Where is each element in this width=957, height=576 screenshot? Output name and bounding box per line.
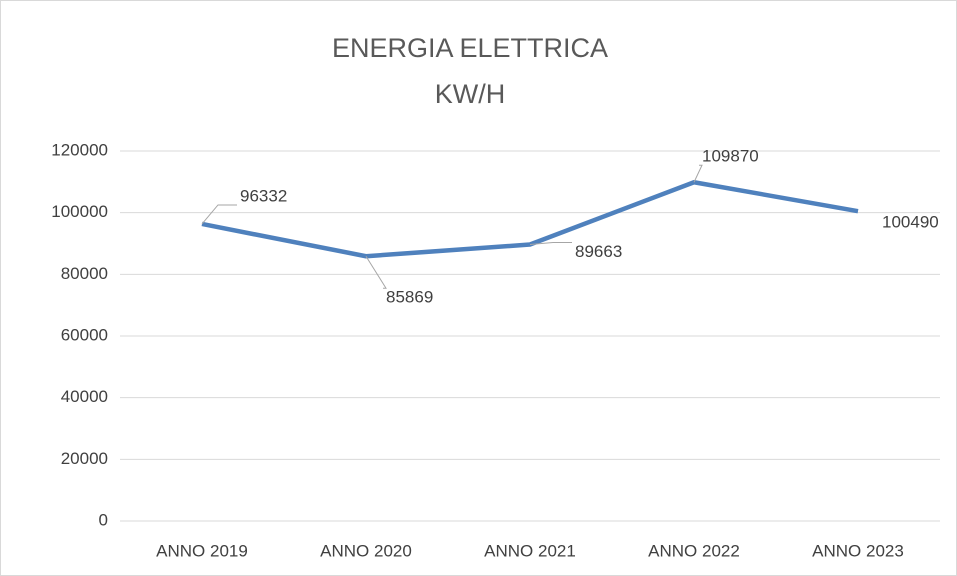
chart-subtitle: KW/H xyxy=(435,79,506,109)
leader-line xyxy=(365,255,387,289)
chart-title: ENERGIA ELETTRICA xyxy=(332,33,608,63)
y-tick-label: 0 xyxy=(99,510,108,529)
data-label: 96332 xyxy=(240,186,287,205)
y-tick-label: 40000 xyxy=(61,387,108,406)
y-tick-label: 100000 xyxy=(51,202,108,221)
y-tick-label: 20000 xyxy=(61,449,108,468)
data-label: 109870 xyxy=(702,147,759,166)
x-tick-label: ANNO 2021 xyxy=(484,541,576,560)
x-tick-label: ANNO 2023 xyxy=(812,541,904,560)
x-tick-label: ANNO 2022 xyxy=(648,541,740,560)
leader-line xyxy=(201,204,237,225)
data-label: 89663 xyxy=(575,242,622,261)
x-tick-label: ANNO 2019 xyxy=(156,541,248,560)
data-label: 85869 xyxy=(386,288,433,307)
y-tick-label: 80000 xyxy=(61,264,108,283)
leader-line xyxy=(529,242,572,246)
leader-line xyxy=(693,164,703,183)
x-tick-label: ANNO 2020 xyxy=(320,541,412,560)
data-label: 100490 xyxy=(882,213,939,232)
y-tick-label: 120000 xyxy=(51,140,108,159)
y-tick-label: 60000 xyxy=(61,325,108,344)
